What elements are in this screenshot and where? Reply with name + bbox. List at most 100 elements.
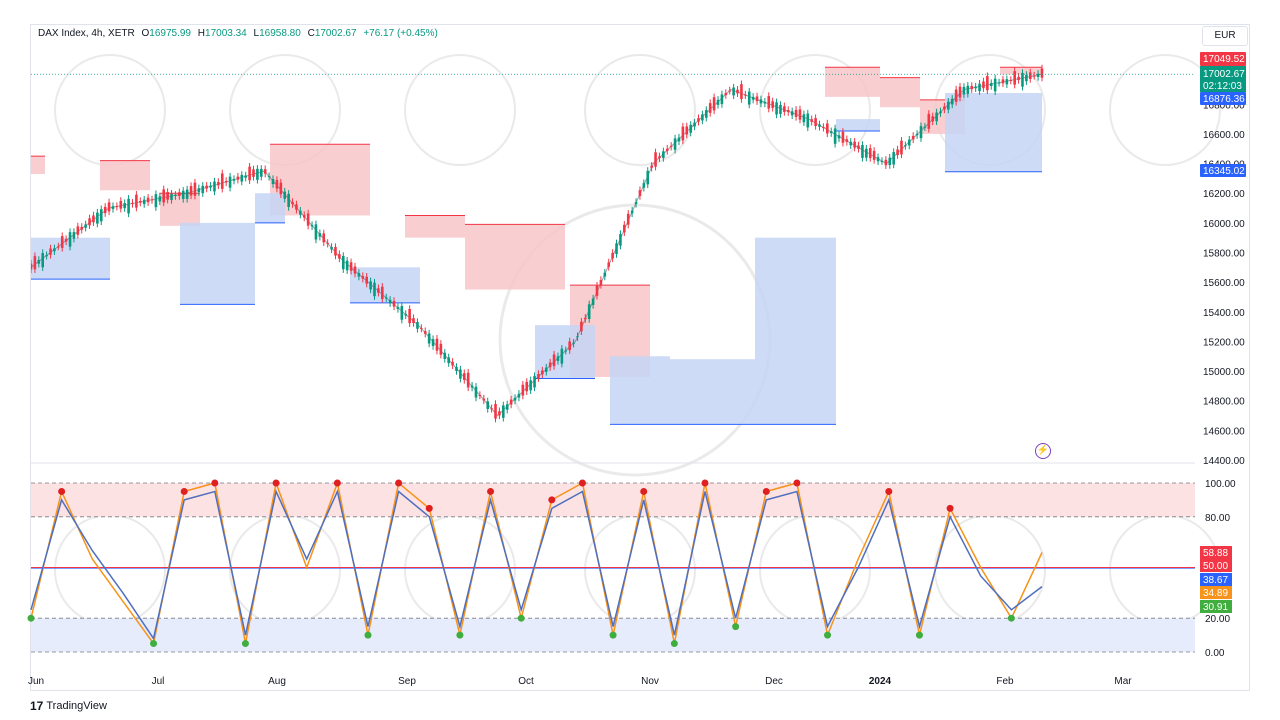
candle-body <box>451 361 454 366</box>
candle-body <box>31 263 33 270</box>
candle-body <box>759 99 763 104</box>
candle-body <box>615 243 618 255</box>
candle-body <box>435 338 439 351</box>
candle-body <box>982 81 985 89</box>
time-tick-label: Feb <box>996 676 1014 687</box>
candle-body <box>295 204 298 210</box>
candle-body <box>646 170 650 185</box>
candle-body <box>349 262 353 271</box>
candle-body <box>338 254 341 259</box>
candle-body <box>548 362 552 368</box>
watermark-seal <box>404 514 516 626</box>
candle-body <box>185 189 189 199</box>
candle-body <box>619 234 622 246</box>
candle-body <box>771 101 774 108</box>
candle-body <box>494 403 497 419</box>
lower-zone-top-tag-bg <box>1200 92 1246 105</box>
candle-body <box>607 262 611 267</box>
candle-body <box>974 86 977 89</box>
candle-body <box>747 91 751 105</box>
candle-body <box>213 181 216 192</box>
candle-body <box>900 140 903 155</box>
symbol-name: DAX Index, 4h, XETR <box>38 28 135 39</box>
candle-body <box>872 150 876 160</box>
candle-body <box>244 175 247 178</box>
overbought-dot <box>885 487 893 495</box>
oversold-dot <box>915 631 923 639</box>
candle-body <box>884 159 888 166</box>
oversold-dot <box>824 631 832 639</box>
upper-zone-price-tag: 17049.52 <box>1203 54 1245 65</box>
d-line <box>30 489 1043 641</box>
candle-body <box>650 165 653 168</box>
time-tick-label: Nov <box>641 676 659 687</box>
candle-body <box>954 89 958 102</box>
candle-body <box>201 185 205 194</box>
close-value: 17002.67 <box>314 28 357 39</box>
time-tick-label: Mar <box>1114 676 1132 687</box>
candle-body <box>72 232 76 239</box>
osc-value-tag: 34.89 <box>1203 588 1228 599</box>
overbought-dot <box>640 487 648 495</box>
watermark-seal <box>404 54 516 166</box>
time-tick-label: Dec <box>765 676 783 687</box>
candle-body <box>630 210 634 214</box>
osc-value-tag-bg <box>1200 546 1232 559</box>
candle-body <box>861 145 864 158</box>
candle-body <box>189 186 193 196</box>
watermark-seal <box>759 54 871 166</box>
candle-body <box>1021 72 1024 87</box>
candle-body <box>224 180 228 183</box>
candle-body <box>470 385 474 388</box>
candle-body <box>529 380 532 391</box>
candle-body <box>99 209 103 222</box>
candle-body <box>755 96 759 102</box>
candle-body <box>665 148 669 151</box>
candle-body <box>896 149 899 156</box>
candle-body <box>232 179 236 181</box>
oversold-dot <box>241 640 249 648</box>
watermark-seal <box>54 514 166 626</box>
candle-body <box>103 206 107 214</box>
tradingview-logo[interactable]: 17 TradingView <box>30 699 107 713</box>
candle-body <box>96 212 99 224</box>
candle-body <box>662 151 665 158</box>
candle-body <box>572 342 575 344</box>
candle-body <box>986 76 989 91</box>
candle-body <box>1025 74 1028 82</box>
candle-body <box>123 203 126 209</box>
candle-body <box>736 89 739 94</box>
currency-selector[interactable]: EUR <box>1202 26 1248 46</box>
candle-body <box>826 123 829 134</box>
candle-body <box>217 181 220 186</box>
candle-body <box>576 336 579 338</box>
candle-body <box>37 259 41 264</box>
candle-body <box>314 224 318 240</box>
candle-body <box>732 87 735 96</box>
time-tick-label: Oct <box>518 676 534 687</box>
price-tick-label: 14800.00 <box>1203 397 1245 408</box>
candle-body <box>170 193 173 200</box>
candle-body <box>466 372 470 388</box>
candle-body <box>744 94 747 96</box>
candle-body <box>693 122 696 127</box>
price-tick-label: 16600.00 <box>1203 130 1245 141</box>
candle-body <box>498 411 501 416</box>
overbought-dot <box>333 479 341 487</box>
candle-body <box>84 224 87 228</box>
candle-body <box>92 215 95 223</box>
lightning-icon[interactable]: ⚡ <box>1035 443 1051 459</box>
overbought-dot <box>578 479 586 487</box>
candle-body <box>377 288 380 293</box>
candle-body <box>634 202 638 204</box>
candle-body <box>236 176 240 180</box>
candle-body <box>64 239 68 242</box>
demand-zone <box>670 359 755 425</box>
candle-body <box>416 322 419 329</box>
candle-body <box>907 139 911 146</box>
candle-body <box>220 173 224 189</box>
candle-body <box>583 317 587 320</box>
candle-body <box>482 398 486 401</box>
candle-body <box>381 286 384 300</box>
